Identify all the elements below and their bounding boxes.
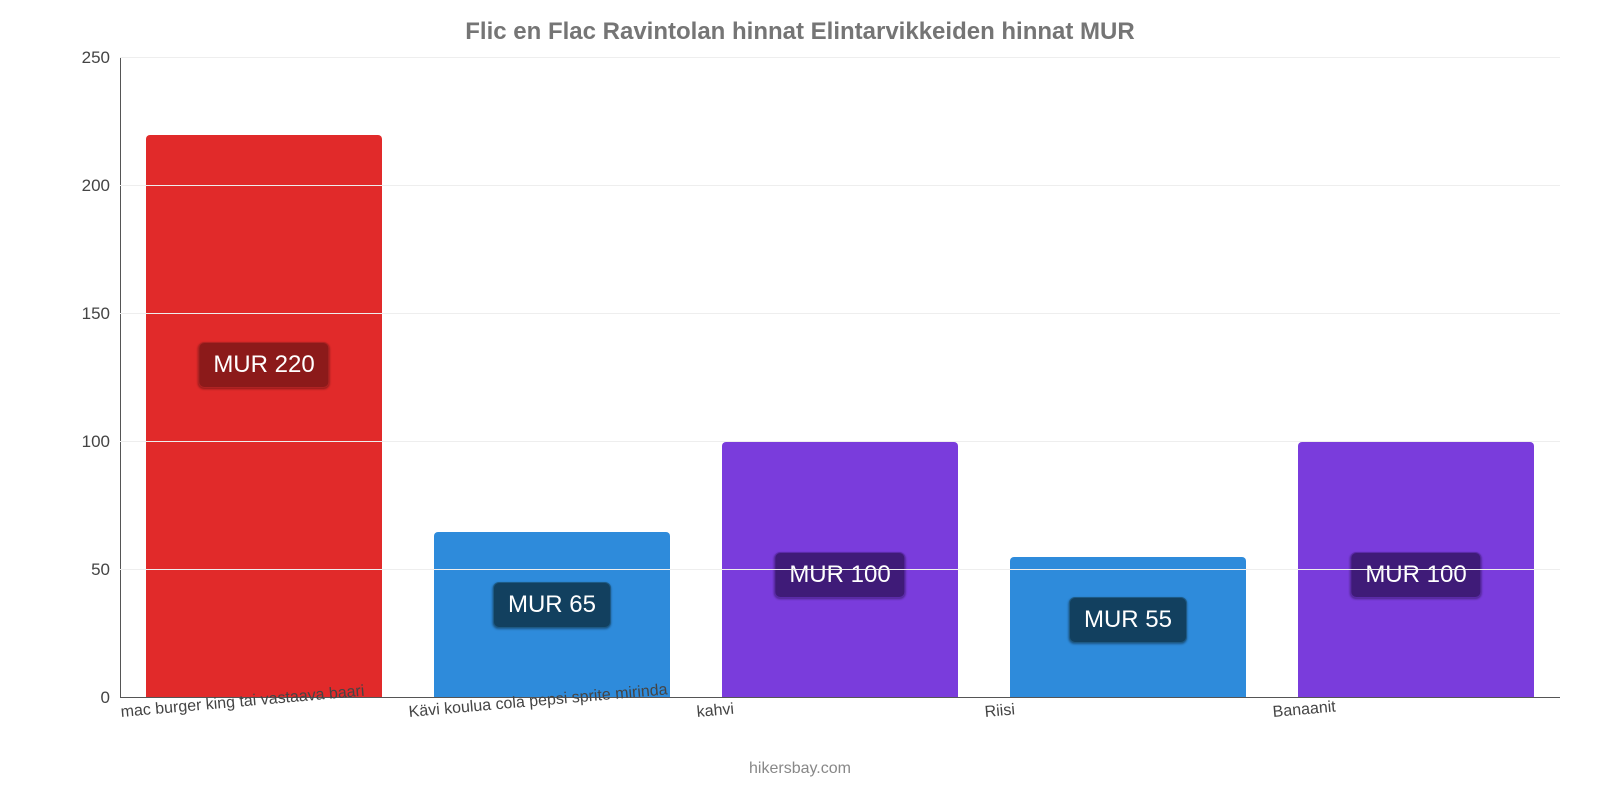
y-tick-label: 50	[70, 560, 110, 580]
gridline	[120, 441, 1560, 442]
bar-slot: MUR 100	[1272, 58, 1560, 698]
y-tick-label: 100	[70, 432, 110, 452]
chart-title: Flic en Flac Ravintolan hinnat Elintarvi…	[20, 18, 1580, 46]
bar-value-badge: MUR 100	[774, 552, 905, 598]
bar-value-badge: MUR 100	[1350, 552, 1481, 598]
price-bar-chart: Flic en Flac Ravintolan hinnat Elintarvi…	[0, 0, 1600, 800]
bar: MUR 220	[146, 135, 382, 698]
attribution-text: hikersbay.com	[20, 760, 1580, 778]
y-tick-label: 0	[70, 688, 110, 708]
x-axis-label: kahvi	[696, 701, 735, 722]
bar-value-badge: MUR 220	[198, 342, 329, 388]
x-label-slot: mac burger king tai vastaava baari	[120, 698, 408, 758]
bar: MUR 55	[1010, 557, 1246, 698]
y-tick-label: 150	[70, 304, 110, 324]
x-label-slot: Kävi koulua cola pepsi sprite mirinda	[408, 698, 696, 758]
bar: MUR 65	[434, 532, 670, 698]
bar-slot: MUR 55	[984, 58, 1272, 698]
bar-slot: MUR 65	[408, 58, 696, 698]
plot-area: MUR 220MUR 65MUR 100MUR 55MUR 100 050100…	[120, 58, 1560, 698]
bar-slot: MUR 220	[120, 58, 408, 698]
gridline	[120, 313, 1560, 314]
gridline	[120, 57, 1560, 58]
y-tick-label: 200	[70, 176, 110, 196]
y-tick-label: 250	[70, 48, 110, 68]
x-axis-label: Riisi	[984, 701, 1016, 722]
bar: MUR 100	[1298, 442, 1534, 698]
bars-container: MUR 220 MUR 65 MUR 100 MUR 55 MUR 100	[120, 58, 1560, 698]
bar-slot: MUR 100	[696, 58, 984, 698]
x-label-slot: Riisi	[984, 698, 1272, 758]
bar-value-badge: MUR 65	[493, 582, 611, 628]
x-label-slot: Banaanit	[1272, 698, 1560, 758]
x-axis-label: Banaanit	[1272, 698, 1337, 721]
gridline	[120, 185, 1560, 186]
bar-value-badge: MUR 55	[1069, 597, 1187, 643]
x-label-slot: kahvi	[696, 698, 984, 758]
bar: MUR 100	[722, 442, 958, 698]
x-axis-labels: mac burger king tai vastaava baariKävi k…	[120, 698, 1560, 758]
gridline	[120, 569, 1560, 570]
